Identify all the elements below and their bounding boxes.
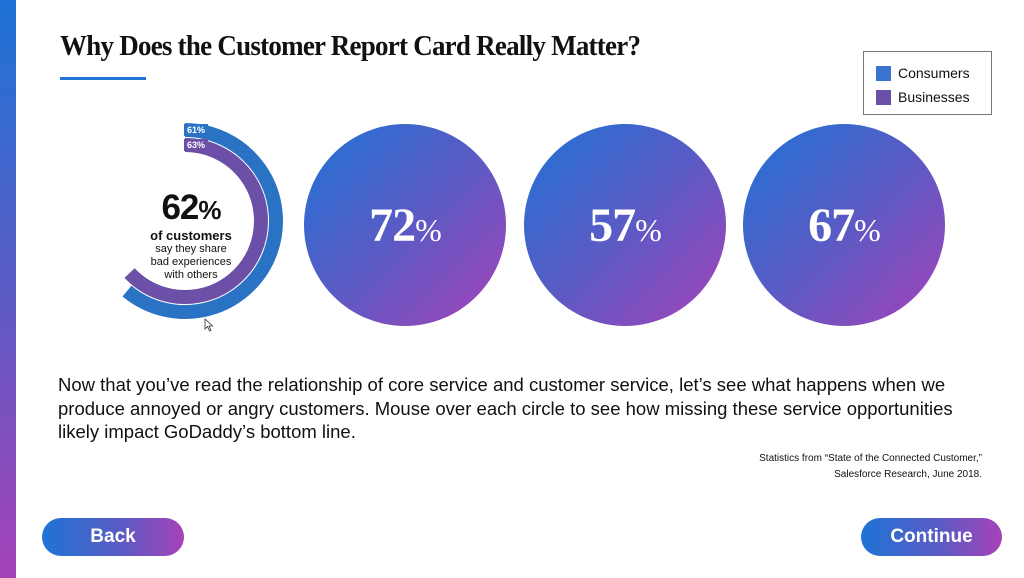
- stat-pct: %: [854, 211, 881, 248]
- legend-label: Businesses: [898, 89, 970, 105]
- citation: Statistics from “State of the Connected …: [759, 451, 982, 483]
- donut-line-2: say they share: [155, 243, 227, 255]
- donut-label-bg-consumers: [184, 124, 208, 136]
- mouse-cursor-icon: [204, 318, 214, 332]
- donut-label-businesses: 63%: [187, 140, 206, 150]
- donut-center-text: 62% of customers say they share bad expe…: [136, 190, 246, 282]
- donut-label-consumers: 61%: [187, 125, 206, 135]
- citation-line-1: Statistics from “State of the Connected …: [759, 453, 982, 464]
- donut-headline-number: 62: [161, 188, 199, 227]
- back-button[interactable]: Back: [42, 518, 184, 556]
- stat-circle-1[interactable]: 72%: [304, 124, 506, 326]
- stat-value: 67%: [808, 198, 881, 253]
- donut-line-4: with others: [164, 269, 218, 281]
- stat-number: 72: [369, 198, 416, 252]
- instruction-text: Now that you’ve read the relationship of…: [58, 374, 953, 442]
- donut-arc-businesses: [124, 138, 268, 304]
- donut-line-3: bad experiences: [150, 256, 232, 268]
- continue-button[interactable]: Continue: [861, 518, 1002, 556]
- donut-headline-pct: %: [198, 195, 221, 225]
- legend-item-businesses: Businesses: [876, 89, 970, 105]
- donut-headline: 62%: [136, 190, 246, 228]
- legend-swatch-businesses: [876, 89, 891, 105]
- legend: Consumers Businesses: [863, 51, 992, 115]
- legend-swatch-consumers: [876, 65, 891, 81]
- donut-arc-consumers: [122, 123, 283, 319]
- stat-value: 57%: [589, 198, 662, 253]
- stat-number: 67: [808, 198, 855, 252]
- title-underline: [60, 77, 146, 80]
- donut-svg: [122, 123, 283, 319]
- donut-label-bg-businesses: [184, 139, 208, 151]
- stat-pct: %: [635, 211, 662, 248]
- legend-item-consumers: Consumers: [876, 65, 970, 81]
- stat-circle-2[interactable]: 57%: [524, 124, 726, 326]
- citation-line-2: Salesforce Research, June 2018.: [834, 469, 982, 480]
- legend-label: Consumers: [898, 65, 970, 81]
- stat-value: 72%: [369, 198, 442, 253]
- stat-number: 57: [589, 198, 636, 252]
- side-accent-bar: [0, 0, 16, 578]
- donut-line-1: of customers: [150, 228, 232, 243]
- donut-chart: 61% 63% 62% of customers say they share …: [100, 110, 300, 340]
- page-title: Why Does the Customer Report Card Really…: [60, 30, 641, 62]
- stat-circle-3[interactable]: 67%: [743, 124, 945, 326]
- stat-pct: %: [415, 211, 442, 248]
